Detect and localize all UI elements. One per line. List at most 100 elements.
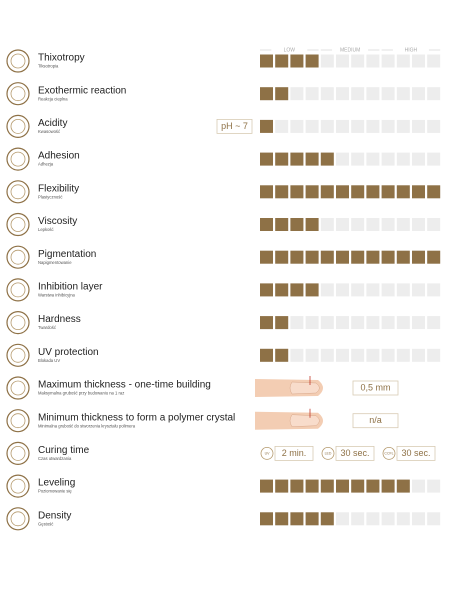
empty-cell xyxy=(381,348,395,362)
empty-cell xyxy=(336,512,349,526)
row-icon-inner xyxy=(10,151,26,167)
empty-cell xyxy=(427,87,441,101)
row-icon xyxy=(6,114,30,139)
empty-cell xyxy=(336,218,349,231)
filled-cell xyxy=(260,185,273,199)
empty-cell xyxy=(412,283,425,297)
row-subtitle: Warstwa inhibicyjna xyxy=(38,293,76,298)
row-title: Leveling xyxy=(38,478,75,489)
filled-cell xyxy=(260,250,273,264)
empty-cell xyxy=(336,316,349,330)
level-bar xyxy=(260,218,319,231)
empty-cell xyxy=(305,87,319,101)
empty-cell xyxy=(427,348,441,362)
row-subtitle: Blokada UV xyxy=(38,358,60,363)
nail xyxy=(289,381,320,395)
filled-cell xyxy=(275,250,289,264)
row-title: Density xyxy=(38,510,71,521)
empty-cell xyxy=(427,152,441,166)
empty-cell xyxy=(381,218,395,231)
empty-cell xyxy=(427,218,441,231)
value-box xyxy=(352,413,399,429)
empty-cell xyxy=(336,54,349,68)
filled-cell xyxy=(260,512,273,526)
empty-cell xyxy=(290,87,304,101)
filled-cell xyxy=(366,479,380,493)
filled-cell xyxy=(275,316,289,330)
empty-cell xyxy=(396,54,410,68)
row-icon xyxy=(6,441,30,465)
filled-cell xyxy=(290,512,304,526)
empty-cell xyxy=(427,54,441,68)
time-box xyxy=(274,445,314,461)
empty-cell xyxy=(412,119,425,133)
level-bar xyxy=(260,87,289,101)
empty-cell xyxy=(366,512,380,526)
row-icon xyxy=(6,82,30,106)
row-icon-inner xyxy=(10,478,26,494)
empty-cell xyxy=(320,119,334,133)
filled-cell xyxy=(275,512,289,526)
lamp-icon xyxy=(382,446,396,460)
level-bar xyxy=(260,348,289,362)
empty-cell xyxy=(396,316,410,330)
empty-cell xyxy=(412,87,425,101)
row-icon xyxy=(6,311,30,335)
empty-cell xyxy=(366,283,380,297)
row-icon-inner xyxy=(10,380,26,396)
filled-cell xyxy=(427,250,441,264)
filled-cell xyxy=(320,479,334,493)
row-title: Acidity xyxy=(38,118,67,129)
row-title: Inhibition layer xyxy=(38,282,103,293)
filled-cell xyxy=(381,185,395,199)
filled-cell xyxy=(290,250,304,264)
row-subtitle: Napigmentowanie xyxy=(38,260,72,265)
filled-cell xyxy=(275,54,289,68)
note-text: pH ~ 7 xyxy=(221,121,248,131)
empty-cell xyxy=(412,316,425,330)
empty-cell xyxy=(351,87,365,101)
empty-cell xyxy=(336,152,349,166)
lamp-label: UV xyxy=(265,451,271,455)
empty-cell xyxy=(427,512,441,526)
empty-cell xyxy=(305,119,319,133)
row-icon-inner xyxy=(10,511,26,527)
filled-cell xyxy=(260,152,273,166)
empty-cell xyxy=(366,152,380,166)
empty-cell xyxy=(427,479,441,493)
filled-cell xyxy=(412,185,425,199)
row-title: Exothermic reaction xyxy=(38,85,126,96)
empty-cell xyxy=(366,348,380,362)
row-icon-inner xyxy=(10,119,26,134)
filled-cell xyxy=(305,250,319,264)
level-bar xyxy=(260,512,334,526)
row-title: UV protection xyxy=(38,347,99,358)
empty-cell xyxy=(412,479,425,493)
row-title: Viscosity xyxy=(38,216,77,227)
empty-cell xyxy=(320,54,334,68)
row-icon xyxy=(6,49,30,73)
empty-cell xyxy=(351,218,365,231)
filled-cell xyxy=(260,283,273,297)
empty-cell xyxy=(336,283,349,297)
lamp-label: CCFL xyxy=(384,451,393,455)
level-bar xyxy=(260,152,334,166)
empty-cell xyxy=(396,348,410,362)
row-subtitle: Lepkość xyxy=(38,227,54,232)
level-bar xyxy=(260,185,441,199)
filled-cell xyxy=(351,479,365,493)
filled-cell xyxy=(305,218,319,231)
lamp-label: LED xyxy=(325,451,332,455)
empty-cell xyxy=(320,283,334,297)
filled-cell xyxy=(290,283,304,297)
row-icon xyxy=(6,409,30,433)
time-text: 30 sec. xyxy=(340,448,369,458)
empty-cell xyxy=(381,152,395,166)
row-icon xyxy=(6,245,30,269)
time-box xyxy=(396,445,436,461)
